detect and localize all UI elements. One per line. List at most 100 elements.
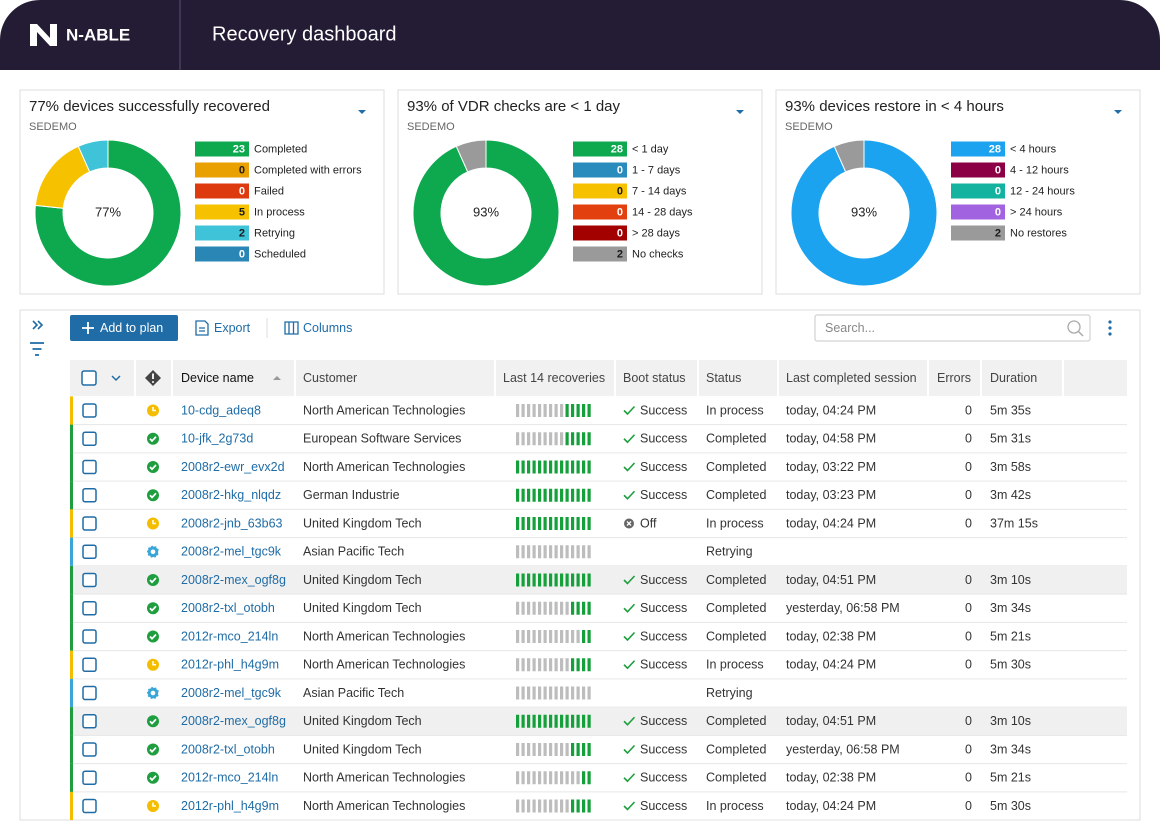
- recovery-bar: [571, 743, 575, 756]
- recovery-bar: [560, 601, 564, 615]
- device-link[interactable]: 2008r2-mex_ogf8g: [181, 714, 286, 728]
- row-checkbox[interactable]: [82, 770, 97, 785]
- recovery-history: [516, 771, 591, 785]
- row-checkbox[interactable]: [82, 431, 97, 446]
- recovery-bar: [549, 404, 553, 417]
- legend-count: 28: [989, 143, 1001, 155]
- search-box[interactable]: [814, 314, 1091, 342]
- widget-menu[interactable]: [1114, 110, 1122, 114]
- device-link[interactable]: 2012r-phl_h4g9m: [181, 799, 279, 813]
- errors: 0: [965, 573, 972, 587]
- recovery-bar: [576, 488, 580, 502]
- legend-label: Completed: [254, 143, 307, 155]
- column-header[interactable]: Status: [706, 371, 741, 385]
- last-session: today, 04:58 PM: [786, 432, 876, 446]
- column-header[interactable]: Customer: [303, 371, 357, 385]
- status-icon-gear: [150, 549, 156, 555]
- last-session: today, 03:23 PM: [786, 488, 876, 502]
- recovery-bar: [554, 686, 558, 700]
- recovery-bar: [582, 573, 586, 587]
- add-button[interactable]: [70, 315, 178, 341]
- recovery-history: [516, 432, 591, 446]
- select-all-checkbox[interactable]: [81, 370, 97, 386]
- legend-label: In process: [254, 206, 305, 218]
- device-link[interactable]: 2008r2-jnb_63b63: [181, 516, 283, 530]
- row-checkbox[interactable]: [82, 742, 97, 757]
- column-header[interactable]: Errors: [937, 371, 971, 385]
- column-header[interactable]: Last 14 recoveries: [503, 371, 605, 385]
- sort-indicator[interactable]: [273, 376, 281, 380]
- recovery-bar: [554, 658, 558, 672]
- legend-swatch: [951, 225, 1005, 241]
- row-checkbox[interactable]: [82, 629, 97, 644]
- recovery-bar: [516, 771, 520, 785]
- device-link[interactable]: 2008r2-mel_tgc9k: [181, 686, 282, 700]
- status-icon-check: [149, 718, 157, 725]
- customer: North American Technologies: [303, 629, 465, 643]
- recovery-bar: [560, 630, 564, 643]
- last-session: today, 02:38 PM: [786, 629, 876, 643]
- recovery-bar: [560, 686, 564, 700]
- device-link[interactable]: 2008r2-mex_ogf8g: [181, 573, 286, 587]
- legend-swatch: [573, 183, 627, 199]
- row-checkbox[interactable]: [82, 798, 97, 814]
- search-icon-handle: [1077, 330, 1084, 337]
- row-checkbox[interactable]: [82, 572, 97, 588]
- device-link[interactable]: 2008r2-hkg_nlqdz: [181, 488, 281, 502]
- device-link[interactable]: 2012r-phl_h4g9m: [181, 658, 279, 672]
- widget-menu[interactable]: [358, 110, 366, 114]
- column-header[interactable]: Device name: [181, 371, 254, 385]
- status-icon-clock: [152, 520, 156, 525]
- recovery-bar: [521, 573, 525, 587]
- recovery-bar: [549, 743, 553, 756]
- boot-icon: [623, 575, 636, 585]
- row-checkbox[interactable]: [82, 714, 97, 729]
- legend-swatch: [195, 204, 249, 220]
- add-button-label[interactable]: Add to plan: [100, 321, 163, 335]
- errors: 0: [965, 799, 972, 813]
- row-checkbox[interactable]: [82, 685, 97, 701]
- device-link[interactable]: 2012r-mco_214ln: [181, 629, 278, 643]
- device-link[interactable]: 2008r2-txl_otobh: [181, 742, 275, 756]
- device-link[interactable]: 10-jfk_2g73d: [181, 432, 253, 446]
- recovery-bar: [587, 432, 591, 446]
- recovery-history: [516, 714, 591, 728]
- boot-icon: [623, 631, 636, 642]
- duration: 5m 30s: [990, 799, 1031, 813]
- device-link[interactable]: 2012r-mco_214ln: [181, 771, 278, 785]
- column-header[interactable]: Duration: [990, 371, 1037, 385]
- row-checkbox[interactable]: [82, 544, 97, 559]
- column-header[interactable]: Last completed session: [786, 371, 917, 385]
- device-link[interactable]: 2008r2-txl_otobh: [181, 601, 275, 615]
- last-session: today, 04:24 PM: [786, 403, 876, 417]
- row-checkbox[interactable]: [82, 403, 97, 418]
- columns-button[interactable]: Columns: [303, 321, 352, 335]
- recovery-bar: [549, 545, 553, 559]
- legend-swatch: [951, 141, 1005, 157]
- recovery-bar: [565, 545, 569, 559]
- last-session: today, 04:24 PM: [786, 658, 876, 672]
- more-menu[interactable]: [1108, 320, 1112, 336]
- recovery-bar: [576, 658, 580, 672]
- row-checkbox[interactable]: [82, 601, 97, 616]
- select-menu[interactable]: [111, 375, 121, 382]
- status: Completed: [706, 460, 766, 474]
- recovery-bar: [538, 432, 542, 446]
- recovery-bar: [527, 573, 531, 587]
- widget-menu[interactable]: [736, 110, 744, 114]
- row-checkbox[interactable]: [82, 657, 97, 672]
- device-link[interactable]: 2008r2-ewr_evx2d: [181, 460, 285, 474]
- row-checkbox[interactable]: [82, 516, 97, 531]
- device-link[interactable]: 10-cdg_adeq8: [181, 403, 261, 417]
- legend-count: 0: [617, 185, 623, 197]
- row-checkbox[interactable]: [82, 459, 97, 475]
- expand-sidebar[interactable]: [32, 320, 44, 330]
- filter-icon[interactable]: [30, 342, 44, 356]
- status: In process: [706, 403, 764, 417]
- row-checkbox[interactable]: [82, 488, 97, 503]
- recovery-bar: [521, 799, 525, 813]
- export-button[interactable]: Export: [214, 321, 251, 335]
- device-link[interactable]: 2008r2-mel_tgc9k: [181, 545, 282, 559]
- column-header[interactable]: Boot status: [623, 371, 686, 385]
- recovery-bar: [549, 714, 553, 728]
